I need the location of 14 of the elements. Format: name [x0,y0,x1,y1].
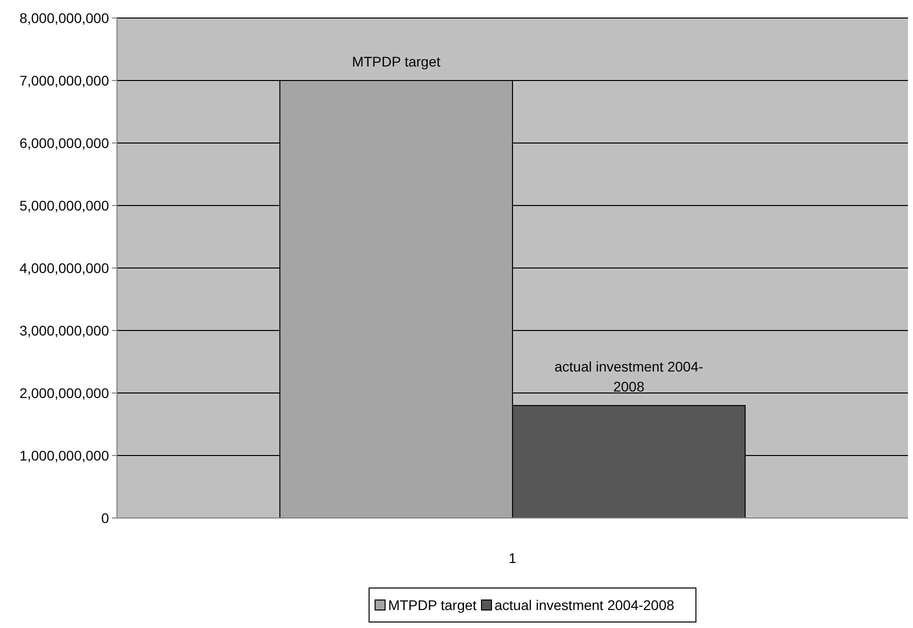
legend-label: actual investment 2004-2008 [494,596,674,613]
text: MTPDP target [352,54,440,70]
y-tick-label: 6,000,000,000 [19,134,110,151]
y-tick-label: 7,000,000,000 [19,72,110,88]
text: actual investment 2004-2008 [554,358,704,394]
y-tick-label: 5,000,000,000 [19,197,110,214]
x-tick-label: 1 [508,550,517,566]
legend-label: MTPDP target [388,596,477,613]
y-tick-label: 4,000,000,000 [19,260,110,276]
y-tick-label: 2,000,000,000 [19,384,110,401]
y-tick-label: 8,000,000,000 [19,10,110,26]
y-tick-label: 3,000,000,000 [19,322,110,338]
y-tick-label: 0 [101,510,110,526]
y-tick-label: 1,000,000,000 [19,447,110,464]
